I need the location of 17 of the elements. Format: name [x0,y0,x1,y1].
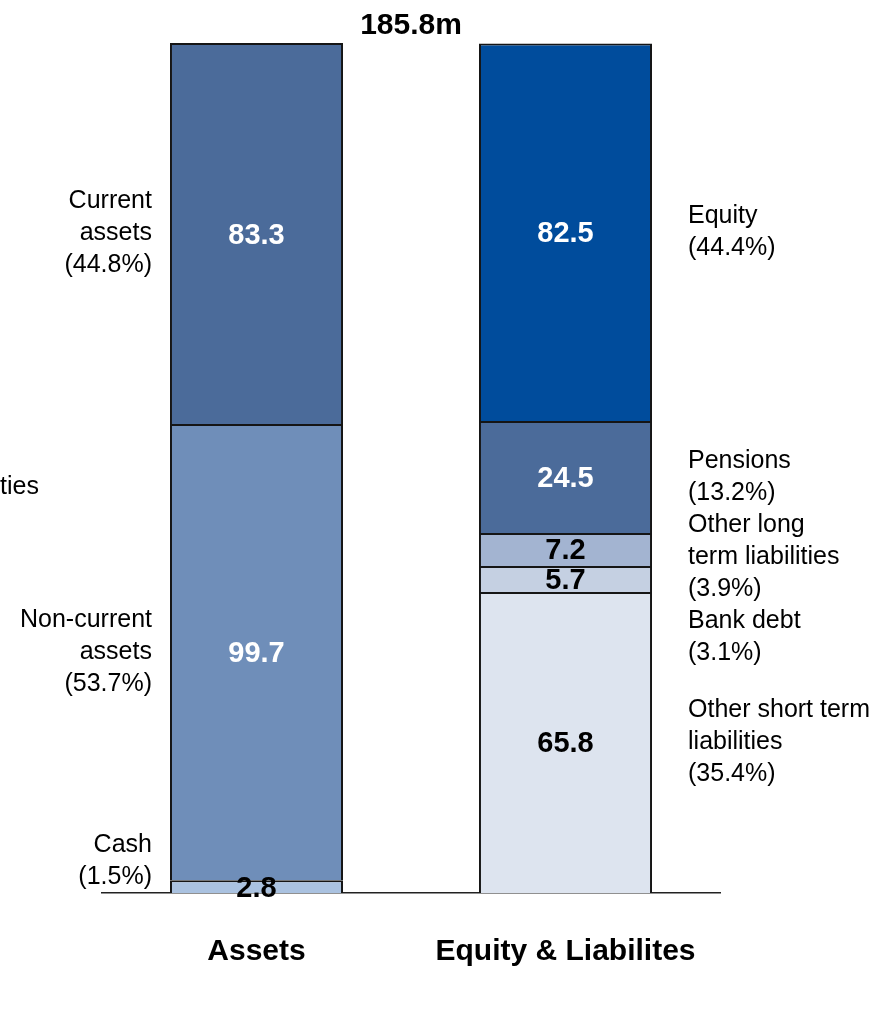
series-label: Non-current assets (53.7%) [19,604,153,697]
series-label: Other short term liabilities (35.4%) [688,694,871,787]
chart-title: 185.8m [360,7,462,41]
text: ties [0,470,39,499]
x-tick-label: Assets [207,933,306,967]
data-label: 24.5 [537,460,594,493]
data-label: 82.5 [537,216,594,249]
series-label: Cash (1.5%) [78,828,152,889]
series-label: Current assets (44.8%) [64,185,153,278]
series-label: Bank debt (3.1%) [688,604,801,665]
series-label: Other long term liabilities (3.9%) [688,508,840,601]
series-label: Pensions (13.2%) [688,444,791,505]
data-label: 65.8 [537,726,594,759]
data-label: 99.7 [228,636,285,669]
x-tick-label: Equity & Liabilites [435,933,696,967]
data-label: 83.3 [228,217,285,250]
series-label: Equity (44.4%) [688,200,776,261]
